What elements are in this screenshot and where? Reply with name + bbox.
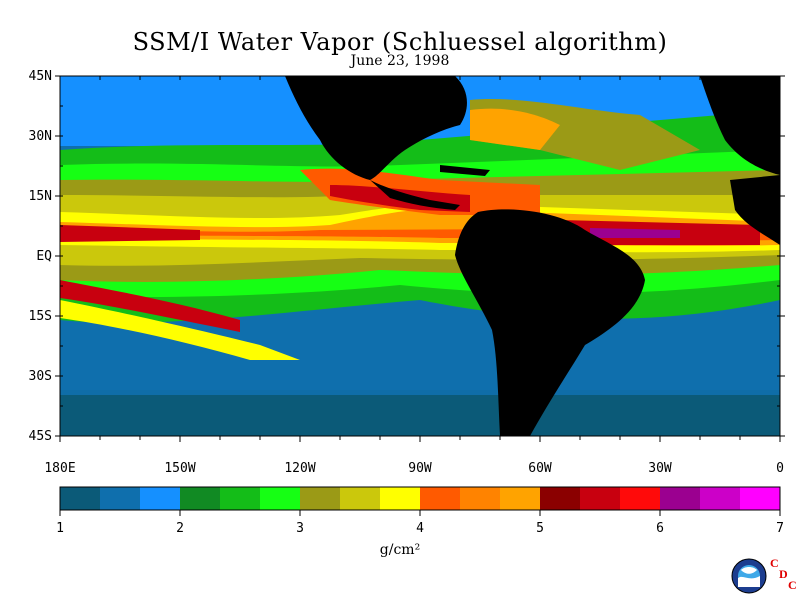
cdc-letter-3: C <box>788 578 797 592</box>
cdc-letter-1: C <box>770 556 779 570</box>
cdc-letter-2: D <box>779 567 788 581</box>
colorbar-tick-label: 3 <box>296 521 304 536</box>
colorbar-swatch <box>340 487 380 510</box>
colorbar-swatch <box>700 487 740 510</box>
lon-label: 150W <box>164 461 195 476</box>
colorbar-swatch <box>620 487 660 510</box>
lat-label: 45N <box>29 69 52 84</box>
colorbar-tick-label: 1 <box>56 521 64 536</box>
latitude-axis: 45N 30N 15N EQ 15S 30S 45S <box>29 69 785 444</box>
colorbar-swatch <box>140 487 180 510</box>
lat-label: 30S <box>29 369 52 384</box>
colorbar-swatch <box>740 487 780 510</box>
lon-label: 30W <box>648 461 672 476</box>
lat-label: 30N <box>29 129 52 144</box>
colorbar-swatch <box>460 487 500 510</box>
colorbar-swatch <box>580 487 620 510</box>
lon-label: 120W <box>284 461 315 476</box>
colorbar-swatch <box>380 487 420 510</box>
lon-label: 90W <box>408 461 432 476</box>
map-field <box>60 76 780 436</box>
lon-label: 60W <box>528 461 552 476</box>
map-date: June 23, 1998 <box>350 53 450 69</box>
europe-land <box>700 76 780 175</box>
lat-label: 15N <box>29 189 52 204</box>
lat-label: 15S <box>29 309 52 324</box>
colorbar-swatch <box>100 487 140 510</box>
colorbar-swatch <box>220 487 260 510</box>
lon-label: 0 <box>776 461 784 476</box>
map-title: SSM/I Water Vapor (Schluessel algorithm) <box>132 28 668 56</box>
colorbar-tick-label: 4 <box>416 521 424 536</box>
colorbar-swatch <box>60 487 100 510</box>
south-america-land <box>455 209 645 436</box>
colorbar-swatch <box>540 487 580 510</box>
colorbar-swatch <box>180 487 220 510</box>
north-america-land <box>285 76 467 180</box>
colorbar-tick-label: 7 <box>776 521 784 536</box>
colorbar-tick-label: 2 <box>176 521 184 536</box>
colorbar-swatch <box>420 487 460 510</box>
lat-label: EQ <box>36 249 52 264</box>
colorbar-tick-label: 6 <box>656 521 664 536</box>
lon-label: 180E <box>44 461 75 476</box>
colorbar-units: g/cm² <box>379 542 421 558</box>
colorbar-swatch <box>500 487 540 510</box>
noaa-logo <box>731 558 767 594</box>
colorbar-swatch <box>300 487 340 510</box>
cuba-land <box>440 165 490 176</box>
longitude-axis: 180E 150W 120W 90W 60W 30W 0 <box>44 76 784 476</box>
colorbar-swatch <box>660 487 700 510</box>
colorbar-swatch <box>260 487 300 510</box>
colorbar-tick-label: 5 <box>536 521 544 536</box>
colorbar: 1 2 3 4 5 6 7 <box>56 486 784 536</box>
africa-land <box>730 175 780 245</box>
lat-label: 45S <box>29 429 52 444</box>
central-america-land <box>370 180 460 210</box>
